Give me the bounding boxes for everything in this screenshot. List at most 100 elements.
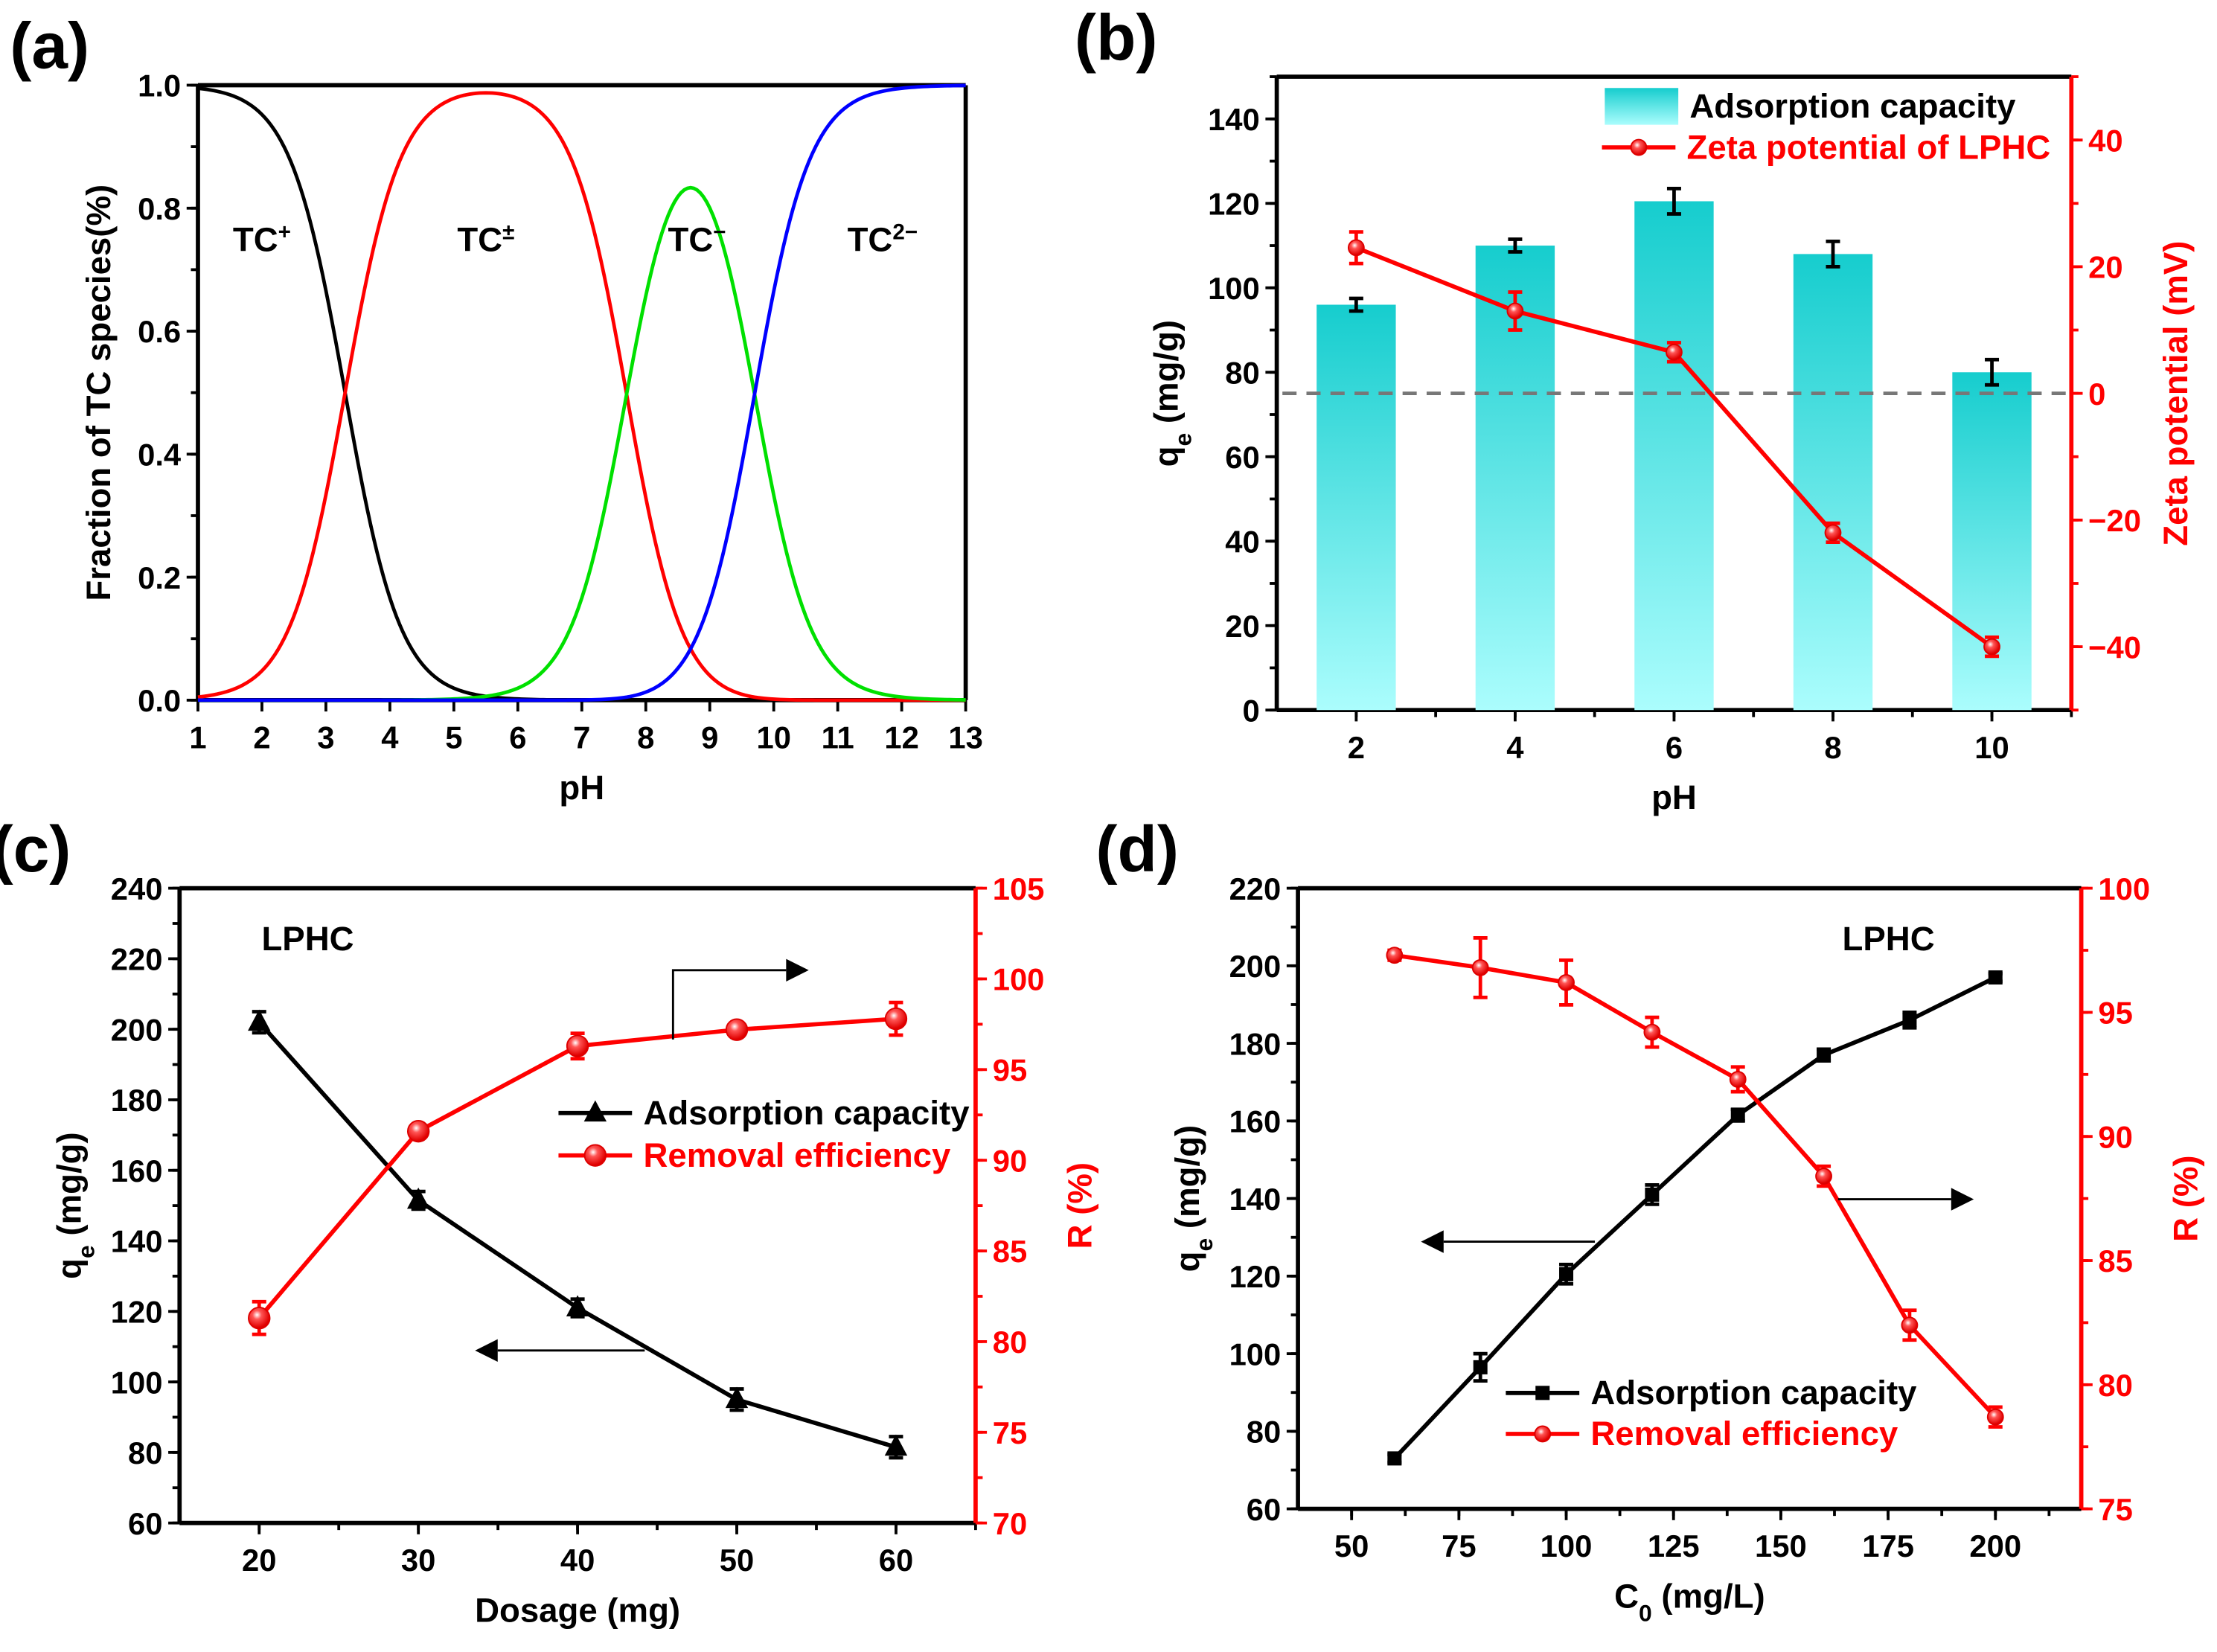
- x-tick-label: 5: [445, 720, 462, 755]
- y2-tick-label: 0: [2088, 377, 2105, 412]
- y2-tick-label: 40: [2088, 123, 2122, 158]
- y-tick-label: 220: [111, 942, 163, 977]
- x-tick-label: 100: [1541, 1528, 1593, 1563]
- y-axis-title-part: (mg/g): [1148, 320, 1186, 433]
- x-tick-label: 50: [720, 1543, 754, 1578]
- legend-marker: [1534, 1425, 1552, 1443]
- data-point: [1471, 958, 1489, 976]
- data-point: [884, 1434, 908, 1456]
- bar: [1317, 304, 1396, 711]
- y-tick-label: 0.0: [138, 683, 181, 718]
- y-tick-label: 100: [1208, 271, 1260, 306]
- y2-tick-label: 95: [2098, 996, 2132, 1031]
- y2-tick-label: −40: [2088, 630, 2141, 665]
- panel-label: (c): [0, 813, 71, 886]
- data-point: [725, 1386, 749, 1409]
- y2-tick-label: 70: [993, 1506, 1027, 1541]
- data-point: [1901, 1316, 1919, 1334]
- y2-tick-label: 80: [2098, 1368, 2132, 1403]
- y-axis-title-part: (mg/g): [50, 1132, 88, 1245]
- legend-label: Removal efficiency: [643, 1136, 951, 1174]
- data-point: [1986, 1408, 2004, 1426]
- y-axis-title-part: (mg/g): [1168, 1125, 1206, 1238]
- x-axis-title-part: Dosage (mg): [475, 1592, 680, 1630]
- legend-swatch: [1605, 88, 1679, 125]
- y2-tick-label: 105: [993, 871, 1045, 906]
- sample-label: LPHC: [1843, 920, 1935, 958]
- x-tick-label: 8: [1824, 730, 1841, 765]
- right-axis-arrow-head: [786, 958, 809, 982]
- species-curve: [197, 86, 966, 702]
- y-tick-label: 1.0: [138, 68, 181, 103]
- y-axis-title: qe (mg/g): [1148, 320, 1197, 467]
- y-axis-title-part: q: [50, 1258, 88, 1279]
- x-tick-label: 125: [1648, 1528, 1700, 1563]
- x-tick-label: 1: [189, 720, 206, 755]
- species-base: TC: [848, 221, 893, 259]
- legend-marker: [583, 1100, 607, 1122]
- y2-tick-label: −20: [2088, 503, 2141, 538]
- species-base: TC: [457, 221, 502, 259]
- species-curve: [197, 91, 966, 702]
- x-axis-title: pH: [1651, 778, 1697, 816]
- legend-label: Adsorption capacity: [643, 1094, 970, 1132]
- data-point: [1666, 343, 1683, 361]
- series-line-0: [1392, 975, 1997, 1460]
- y-axis-title: qe (mg/g): [1168, 1125, 1218, 1272]
- species-charge: −: [713, 220, 726, 244]
- y-tick-label: 200: [111, 1012, 163, 1047]
- panel-d: (d) 50 75 100 125 150 175 200 60 80 100 120 140 160 18…: [1095, 813, 2204, 1627]
- species-label: TC−: [668, 220, 726, 259]
- panel-a: (a)1 2 3 4 5 6 7 8 9 10 11 12 130.00.20.40.60.81.0pH…: [10, 10, 983, 807]
- x-tick-label: 2: [253, 720, 270, 755]
- y2-tick-label: 20: [2088, 250, 2122, 285]
- x-tick-label: 20: [242, 1543, 276, 1578]
- species-label: TC±: [457, 220, 514, 259]
- species-label: TC2−: [848, 220, 918, 259]
- x-tick-label: 150: [1755, 1528, 1807, 1563]
- data-point: [1983, 638, 2000, 656]
- y-tick-label: 60: [1225, 440, 1259, 475]
- y-tick-label: 100: [1229, 1336, 1282, 1371]
- data-point: [1559, 1267, 1574, 1281]
- bar: [1634, 201, 1714, 711]
- legend-label: Adsorption capacity: [1590, 1374, 1917, 1412]
- y-tick-label: 100: [111, 1365, 163, 1400]
- x-tick-label: 6: [509, 720, 526, 755]
- y-axis-title-part: e: [1170, 433, 1197, 446]
- x-axis-title-part: 0: [1639, 1600, 1652, 1627]
- y-tick-label: 120: [111, 1294, 163, 1329]
- y-tick-label: 160: [111, 1153, 163, 1188]
- data-point: [1729, 1071, 1747, 1088]
- x-tick-label: 10: [1974, 730, 2009, 765]
- y-tick-label: 120: [1208, 186, 1260, 221]
- y2-tick-label: 85: [2098, 1243, 2132, 1278]
- data-point: [566, 1295, 589, 1316]
- data-point: [566, 1034, 589, 1057]
- y-tick-label: 60: [1247, 1492, 1281, 1527]
- x-axis-title-part: pH: [1651, 778, 1697, 816]
- x-tick-label: 13: [948, 720, 982, 755]
- data-point: [1643, 1023, 1661, 1041]
- y-tick-label: 180: [111, 1083, 163, 1118]
- species-charge: 2−: [892, 220, 918, 244]
- series-line-0: [257, 1020, 897, 1450]
- data-point: [884, 1007, 908, 1031]
- species-charge: +: [278, 220, 291, 244]
- x-tick-label: 175: [1862, 1528, 1914, 1563]
- panel-label: (a): [10, 10, 89, 83]
- x-tick-label: 75: [1442, 1528, 1476, 1563]
- x-axis-title-part: C: [1614, 1578, 1639, 1616]
- species-label: TC+: [233, 220, 291, 259]
- data-point: [1645, 1187, 1660, 1202]
- x-tick-label: 30: [401, 1543, 435, 1578]
- y-axis-title-part: q: [1168, 1252, 1206, 1272]
- x-tick-label: 8: [637, 720, 654, 755]
- y-tick-label: 0.4: [138, 438, 182, 473]
- y-tick-label: 80: [128, 1435, 162, 1470]
- data-point: [1988, 970, 2003, 985]
- y-tick-label: 160: [1229, 1104, 1282, 1139]
- data-point: [248, 1009, 271, 1031]
- y-tick-label: 140: [111, 1224, 163, 1259]
- y-axis-title-part: q: [1148, 446, 1186, 467]
